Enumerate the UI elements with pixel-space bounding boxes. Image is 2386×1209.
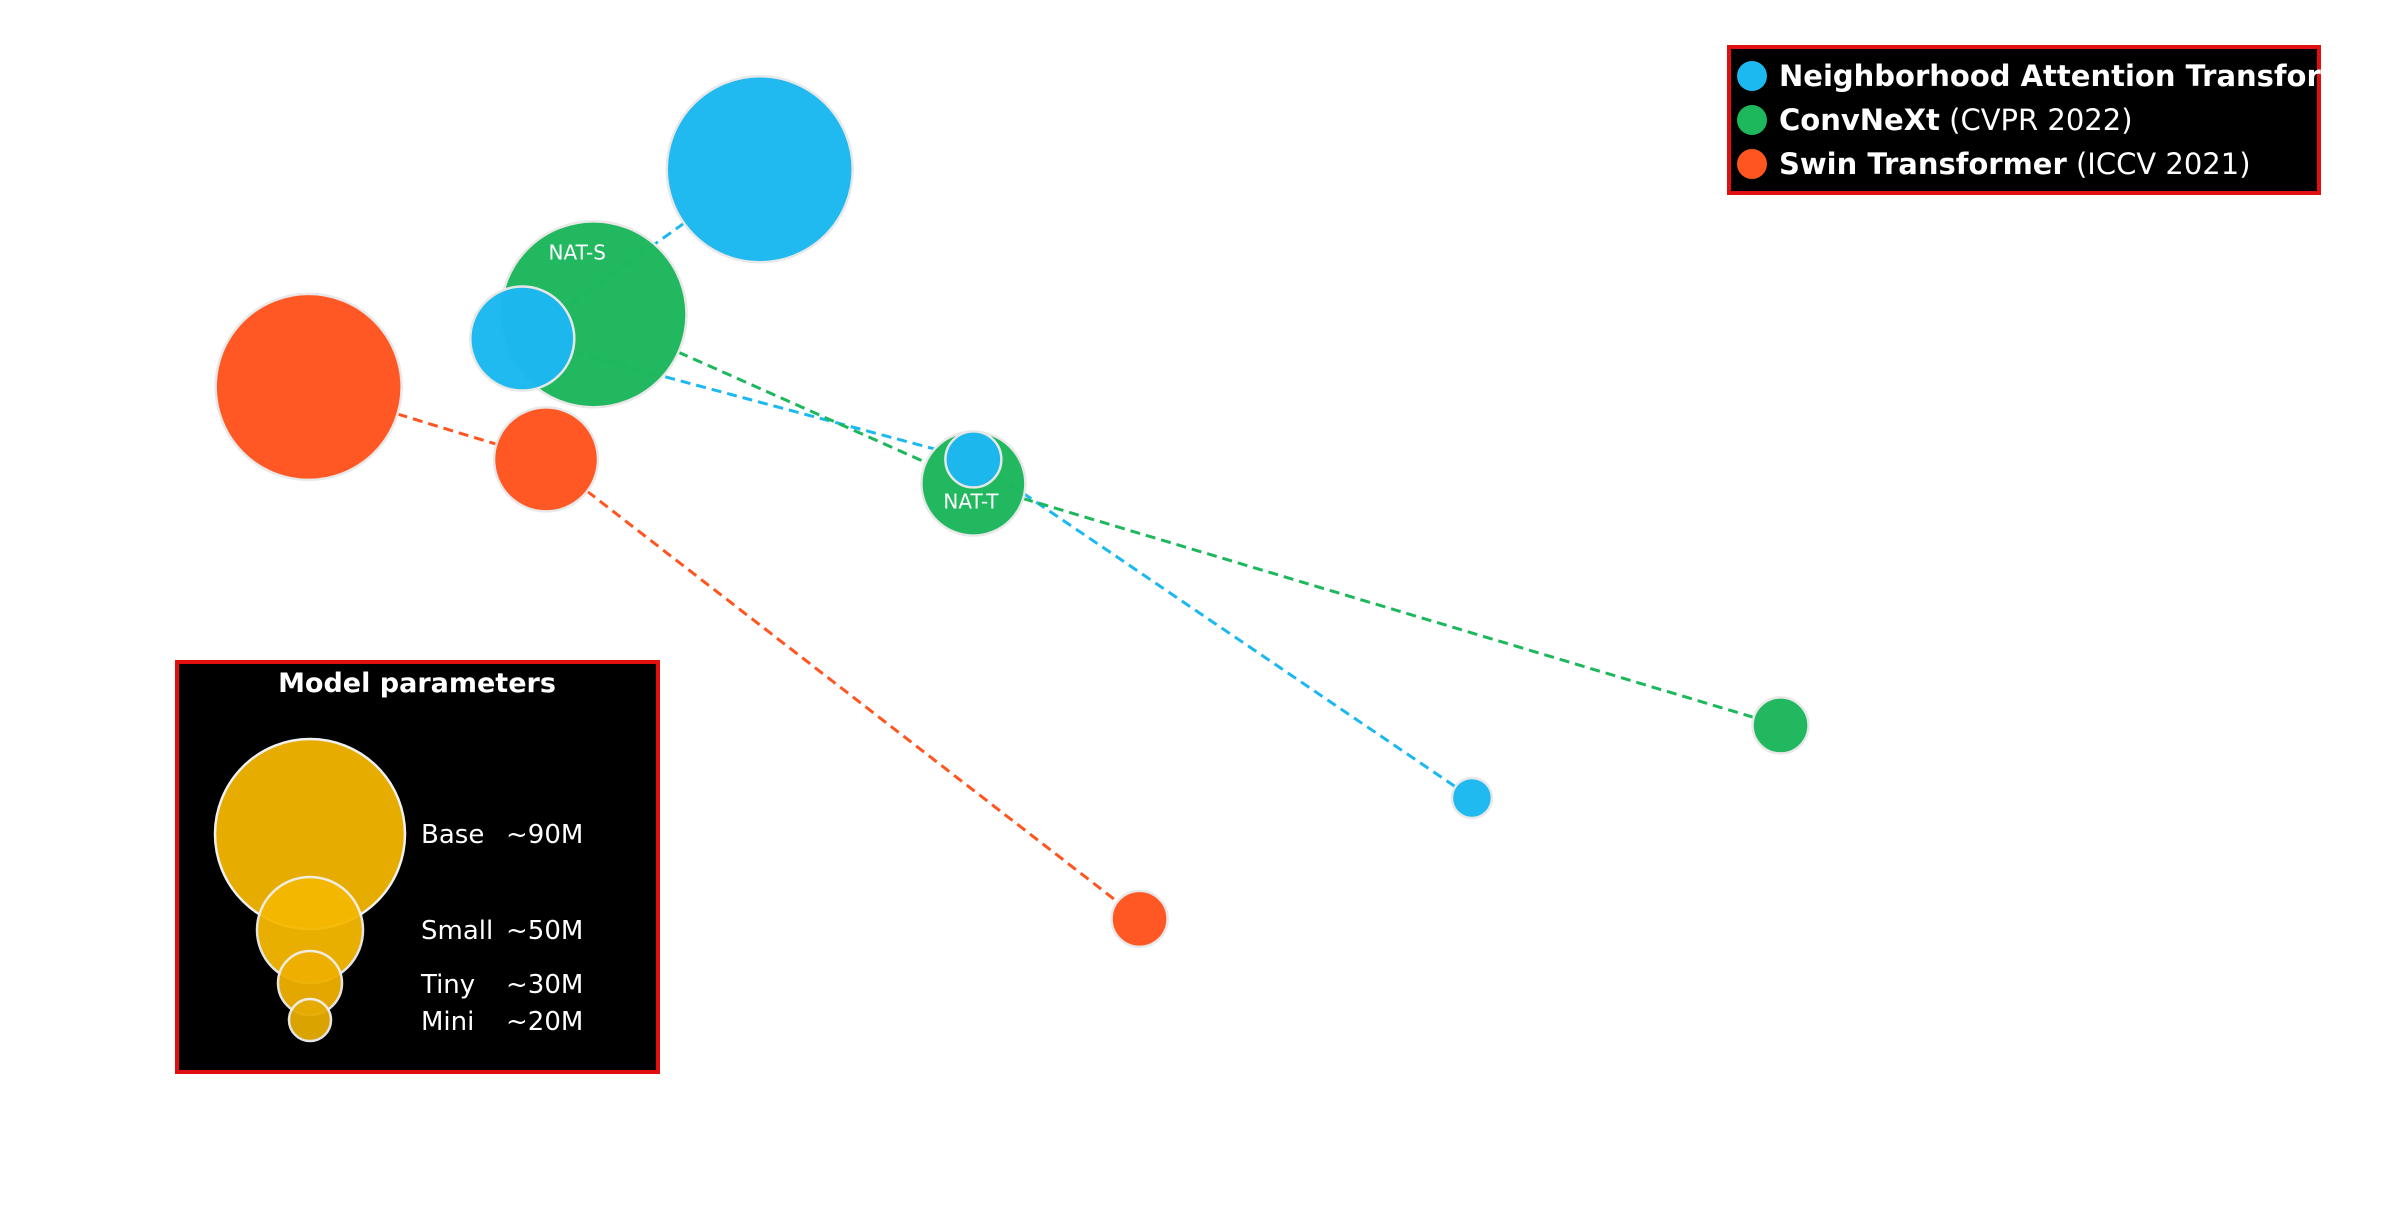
connector-line xyxy=(677,350,927,464)
size-value-small: ~50M xyxy=(506,916,583,946)
size-bubble-mini xyxy=(287,997,333,1043)
connector-line xyxy=(1022,497,1755,719)
svg-text:ConvNeXt (CVPR 2022): ConvNeXt (CVPR 2022) xyxy=(1779,103,2133,137)
bubble-neighborhood-tiny xyxy=(944,430,1003,489)
legend-label-swin: Swin Transformer xyxy=(1779,147,2067,181)
bubble-neighborhood-mini xyxy=(1450,776,1494,820)
legend-label-nat: Neighborhood Attention Transformer xyxy=(1779,59,2386,93)
bubble-label: NAT-S xyxy=(549,240,606,264)
size-legend-title: Model parameters xyxy=(278,668,556,699)
bubble-swin-tiny xyxy=(1110,889,1169,949)
size-value-tiny: ~30M xyxy=(506,970,583,1000)
size-value-mini: ~20M xyxy=(506,1007,583,1037)
series-legend-box xyxy=(1727,45,2321,195)
size-label-mini: Mini xyxy=(421,1007,474,1037)
bubble-convnext-tiny xyxy=(1751,696,1810,755)
size-legend: Model parameters Base ~90M Small ~50M Ti… xyxy=(175,660,660,1074)
legend-marker-swin xyxy=(1737,149,1767,179)
svg-text:Swin Transformer (ICCV 2021): Swin Transformer (ICCV 2021) xyxy=(1779,147,2251,181)
bubble-swin-base xyxy=(214,292,403,482)
bubbles xyxy=(214,75,1810,949)
legend-marker-convnext xyxy=(1737,105,1767,135)
size-label-small: Small xyxy=(421,916,493,946)
svg-text:Neighborhood Attention Transfo: Neighborhood Attention Transformer xyxy=(1779,59,2386,93)
bubble-label: NAT-T xyxy=(943,490,999,514)
legend-marker-nat xyxy=(1737,61,1767,91)
bubble-neighborhood-small xyxy=(469,285,576,392)
bubble-swin-small xyxy=(492,406,600,513)
bubble-neighborhood-base xyxy=(665,75,854,264)
legend-label-convnext: ConvNeXt xyxy=(1779,103,1940,137)
size-value-base: ~90M xyxy=(506,820,583,850)
connector-line xyxy=(586,490,1119,903)
connector-line xyxy=(995,473,1457,788)
size-label-tiny: Tiny xyxy=(420,970,475,1000)
bubble-labels: NAT-S NAT-T xyxy=(549,240,1000,513)
legend-venue-convnext: (CVPR 2022) xyxy=(1949,103,2132,137)
connector-line xyxy=(397,412,497,446)
size-label-base: Base xyxy=(421,820,484,850)
legend-venue-swin: (ICCV 2021) xyxy=(2076,147,2251,181)
series-legend: Neighborhood Attention Transformer ConvN… xyxy=(1727,45,2386,195)
